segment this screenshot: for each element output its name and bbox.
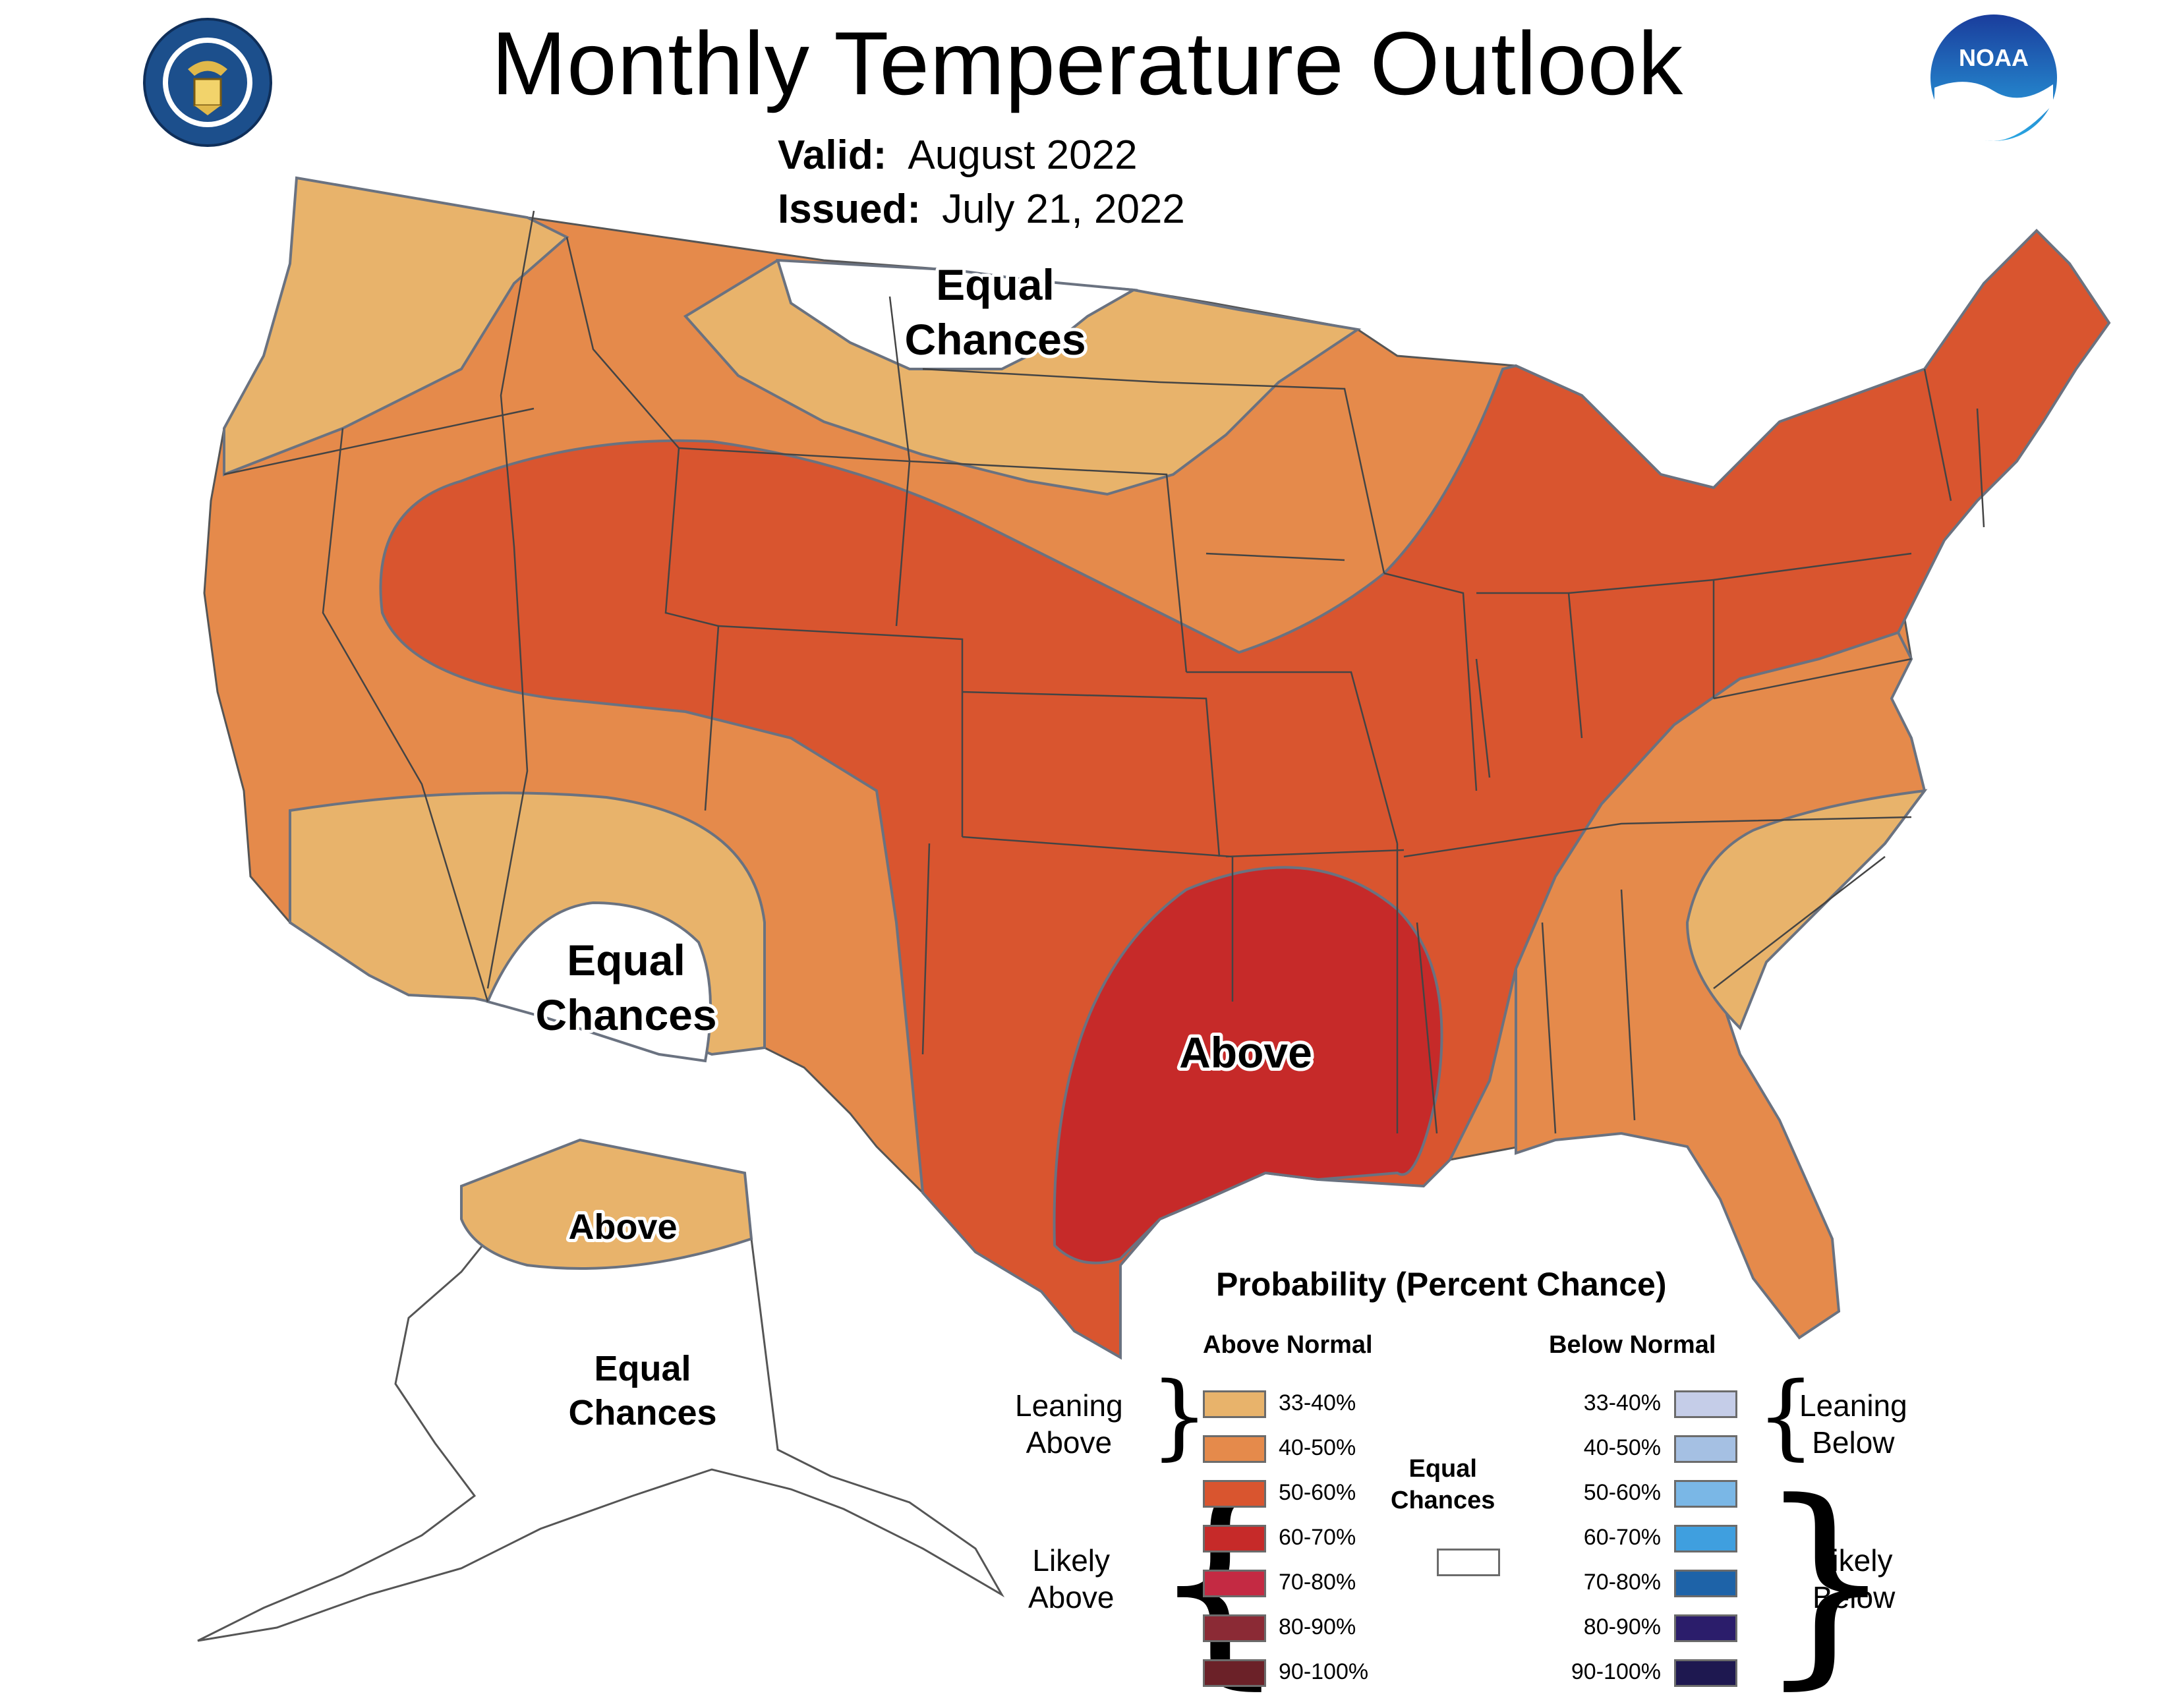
legend: Probability (Percent Chance) Above Norma… <box>989 1265 2175 1690</box>
above-range-label: 80-90% <box>1279 1614 1356 1639</box>
below-swatch <box>1674 1390 1737 1418</box>
state-borders <box>223 210 1985 1134</box>
likely-below-line2: Below <box>1812 1580 1896 1614</box>
leaning-above-line1: Leaning <box>1015 1388 1123 1423</box>
sw-equal-line2: Chances <box>535 990 716 1039</box>
legend-below-header: Below Normal <box>1549 1331 1716 1359</box>
below-swatch <box>1674 1659 1737 1687</box>
issued-line: Issued: July 21, 2022 <box>778 186 1185 233</box>
region-north-equal <box>776 258 1138 370</box>
below-swatch <box>1674 1525 1737 1552</box>
sc-above-label: Above <box>1179 1028 1312 1077</box>
equal-chances-label: Equal Chances <box>1391 1453 1495 1516</box>
region-carolinas-33-40 <box>1685 789 1928 1031</box>
valid-value: August 2022 <box>908 132 1138 178</box>
leaning-above-label: Leaning Above <box>1015 1387 1123 1461</box>
leaning-above-line2: Above <box>1026 1425 1113 1460</box>
leaning-above-brace: } <box>1150 1363 1209 1470</box>
above-range-label: 40-50% <box>1279 1435 1356 1460</box>
issued-label: Issued: <box>778 186 921 232</box>
above-swatch <box>1203 1525 1266 1552</box>
leaning-below-label: Leaning Below <box>1799 1387 1907 1461</box>
region-sw-equal <box>486 901 712 1063</box>
alaska-above-label: Above <box>568 1207 677 1247</box>
above-swatch <box>1203 1480 1266 1508</box>
likely-below-line1: Likely <box>1814 1543 1893 1578</box>
above-range-label: 70-80% <box>1279 1570 1356 1595</box>
legend-above-header: Above Normal <box>1203 1331 1373 1359</box>
likely-above-line2: Above <box>1028 1580 1115 1614</box>
below-range-label: 33-40% <box>1583 1390 1661 1415</box>
likely-above-label: Likely Above <box>1028 1542 1114 1616</box>
legend-title: Probability (Percent Chance) <box>1216 1266 1667 1303</box>
below-swatch <box>1674 1435 1737 1463</box>
above-range-label: 90-100% <box>1279 1659 1369 1684</box>
alaska-equal-line2: Chances <box>568 1393 716 1433</box>
equal-chances-swatch <box>1437 1549 1500 1576</box>
below-range-label: 60-70% <box>1583 1525 1661 1550</box>
below-swatch <box>1674 1570 1737 1597</box>
sw-equal-line1: Equal <box>567 936 685 984</box>
valid-label: Valid: <box>778 132 887 178</box>
likely-below-label: Likely Below <box>1812 1542 1895 1616</box>
issued-value: July 21, 2022 <box>942 186 1185 232</box>
below-range-label: 80-90% <box>1583 1614 1661 1639</box>
below-swatch <box>1674 1480 1737 1508</box>
noaa-logo-text: NOAA <box>1959 44 2029 71</box>
above-swatch <box>1203 1570 1266 1597</box>
below-range-label: 70-80% <box>1583 1570 1661 1595</box>
north-equal-line1: Equal <box>936 260 1055 309</box>
below-range-label: 50-60% <box>1583 1480 1661 1505</box>
below-swatch <box>1674 1614 1737 1642</box>
page-title: Monthly Temperature Outlook <box>491 13 1684 113</box>
north-equal-line2: Chances <box>904 315 1086 364</box>
above-swatch <box>1203 1390 1266 1418</box>
alaska-land <box>197 1139 1005 1642</box>
equal-chances-line1: Equal <box>1408 1455 1477 1483</box>
below-range-label: 40-50% <box>1583 1435 1661 1460</box>
above-swatch <box>1203 1659 1266 1687</box>
above-swatch <box>1203 1614 1266 1642</box>
leaning-below-line2: Below <box>1812 1425 1895 1460</box>
noaa-logo-icon: NOAA <box>1930 14 2057 141</box>
above-swatch <box>1203 1435 1266 1463</box>
above-range-label: 60-70% <box>1279 1525 1356 1550</box>
leaning-below-line1: Leaning <box>1799 1388 1907 1423</box>
above-range-label: 50-60% <box>1279 1480 1356 1505</box>
alaska-above-region <box>460 1138 753 1270</box>
above-range-label: 33-40% <box>1279 1390 1356 1415</box>
below-range-label: 90-100% <box>1571 1659 1661 1684</box>
leaning-below-brace: { <box>1756 1363 1816 1470</box>
likely-above-line1: Likely <box>1032 1543 1111 1578</box>
valid-line: Valid: August 2022 <box>778 132 1138 179</box>
region-sc-60-70 <box>1053 866 1443 1265</box>
alaska-equal-line1: Equal <box>594 1349 691 1388</box>
commerce-seal-icon <box>143 18 272 147</box>
equal-chances-line2: Chances <box>1391 1487 1495 1514</box>
likely-below-brace: } <box>1756 1455 1895 1708</box>
